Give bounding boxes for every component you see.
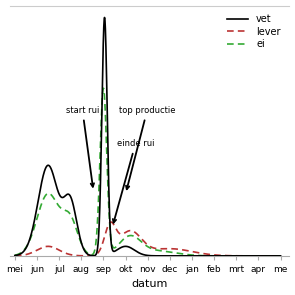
Text: top productie: top productie	[119, 106, 176, 189]
Text: start rui: start rui	[66, 106, 99, 187]
Text: einde rui: einde rui	[113, 139, 154, 223]
Legend: vet, lever, ei: vet, lever, ei	[223, 10, 285, 53]
X-axis label: datum: datum	[132, 279, 168, 289]
